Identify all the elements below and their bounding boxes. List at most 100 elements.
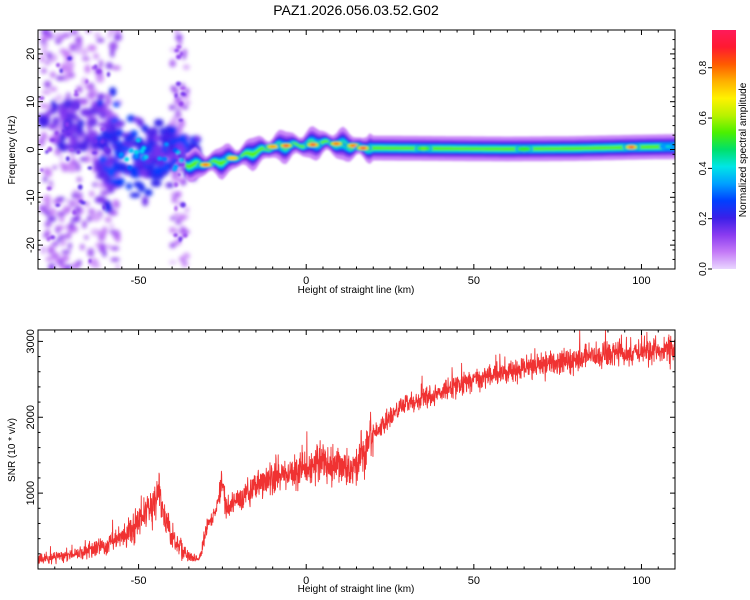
- spectrogram-noise-blob: [99, 139, 105, 145]
- spectrogram-noise-blob: [114, 30, 122, 33]
- spectrogram-noise-blob: [182, 252, 191, 260]
- spectrogram-band-dot: [172, 147, 178, 153]
- snr-data-point: [423, 398, 424, 399]
- spectrogram-noise-blob: [179, 86, 186, 91]
- spectrogram-noise-blob: [105, 96, 112, 106]
- spectrogram-noise-blob: [177, 177, 184, 183]
- spectrogram-noise-blob: [76, 162, 81, 172]
- spectrogram-noise-blob: [170, 191, 176, 198]
- snr-data-point: [389, 417, 390, 418]
- colorbar-tick-label: 0.4: [698, 161, 709, 175]
- snr-x-ticks: -50 0 50 100: [54, 330, 676, 587]
- colorbar-tick-label: 0.8: [698, 60, 709, 74]
- spectrogram-noise-blob: [91, 65, 96, 70]
- spectrogram-noise-blob: [112, 229, 121, 239]
- spectrogram-band-blob: [193, 135, 201, 142]
- spectrogram-noise-blob: [175, 220, 182, 225]
- spectrogram-noise-blob: [69, 199, 76, 208]
- spectrogram-noise-blob: [74, 89, 78, 93]
- spectrogram-noise-blob: [109, 223, 115, 229]
- snr-data-point: [198, 558, 199, 559]
- spectrogram-noise-blob: [76, 149, 81, 155]
- spectrogram-y-ticks: 20 10 0 -10 -20: [25, 29, 675, 270]
- spectrogram-noise-blob: [49, 71, 56, 78]
- spectrogram-noise-blob: [182, 93, 187, 97]
- snr-data-point: [255, 485, 256, 486]
- spectrogram-noise-blob: [52, 96, 63, 102]
- spectrogram-band-blob: [159, 127, 167, 135]
- spectrogram-noise-blob: [104, 216, 112, 223]
- spectrogram-band-blob: [152, 166, 163, 176]
- snr-data-point: [306, 467, 307, 468]
- spectrogram-noise-blob: [75, 49, 81, 55]
- snr-data-point: [192, 557, 193, 558]
- spectrogram-noise-blob: [41, 35, 49, 41]
- snr-data-point: [138, 520, 139, 521]
- snr-data-point: [71, 554, 72, 555]
- spectrogram-band-blob: [112, 101, 121, 108]
- snr-x-tick-label: 0: [303, 575, 309, 587]
- snr-data-point: [456, 386, 457, 387]
- snr-data-point: [299, 470, 300, 471]
- spectrogram-band-blob: [167, 138, 179, 147]
- spectrogram-noise-blob: [79, 243, 85, 251]
- spectrogram-noise-blob: [92, 262, 101, 269]
- spectrogram-band-blob: [160, 169, 170, 176]
- snr-data-point: [406, 403, 407, 404]
- spectrogram-band-dot: [118, 152, 124, 157]
- spectrogram-noise-blob: [56, 211, 66, 218]
- spectrogram-noise-blob: [103, 145, 107, 152]
- spectrogram-noise-blob: [45, 257, 50, 262]
- spectrogram-noise-blob: [81, 56, 91, 62]
- spectrogram-noise-blob: [69, 163, 76, 172]
- snr-data-point: [115, 540, 116, 541]
- snr-y-tick-label: 1000: [25, 481, 37, 505]
- colorbar-tick-label: 0.0: [698, 262, 709, 276]
- spectrogram-noise-blob: [177, 172, 181, 177]
- snr-data-point: [316, 464, 317, 465]
- snr-data-point: [373, 433, 374, 434]
- snr-data-point: [524, 368, 525, 369]
- spectrogram-band-blob: [108, 167, 116, 177]
- spectrogram-peak: [229, 157, 236, 160]
- snr-y-tick-label: 2000: [25, 405, 37, 429]
- spectrogram-noise-blob: [78, 98, 89, 106]
- spectrogram-noise-blob: [65, 132, 72, 136]
- spectrogram-noise-blob: [59, 240, 65, 247]
- spectrogram-noise-blob: [51, 116, 60, 127]
- snr-data-point: [289, 471, 290, 472]
- spectrogram-noise-blob: [84, 155, 91, 163]
- spectrogram-band-dot: [139, 149, 145, 154]
- spectrogram-noise-blob: [70, 216, 80, 222]
- spectrogram-noise-blob: [179, 214, 186, 222]
- spectrogram-noise-blob: [96, 69, 102, 74]
- spectrogram-noise-blob: [76, 176, 82, 183]
- spectrogram-noise-blob: [169, 226, 176, 234]
- spectrogram-noise-blob: [178, 101, 184, 107]
- snr-data-point: [383, 424, 384, 425]
- spectrogram-noise-blob: [49, 207, 57, 216]
- spectrogram-noise-blob: [44, 229, 51, 239]
- spectrogram-noise-blob: [44, 170, 53, 178]
- snr-data-point: [641, 351, 642, 352]
- spectrogram-noise-blob: [70, 30, 79, 36]
- snr-data-point: [185, 553, 186, 554]
- spectrogram-noise-blob: [55, 256, 60, 264]
- spectrogram-band-blob: [94, 196, 107, 204]
- spectrogram-noise-blob: [56, 196, 66, 201]
- spectrogram-noise-blob: [97, 229, 103, 236]
- spectrogram-noise-blob: [82, 220, 87, 229]
- spectrogram-band-blob: [141, 124, 149, 133]
- snr-data-point: [607, 354, 608, 355]
- spectrogram-band-blob: [108, 186, 115, 194]
- snr-data-point: [54, 556, 55, 557]
- spectrogram-noise-blob: [47, 216, 57, 222]
- spectrogram-band-blob: [94, 163, 104, 173]
- snr-data-point: [161, 511, 162, 512]
- spectrogram-noise-blob: [79, 157, 88, 162]
- spectrogram-noise-blob: [81, 48, 88, 57]
- spectrogram-noise-blob: [108, 41, 118, 51]
- snr-x-tick-label: 100: [632, 575, 650, 587]
- spectrogram-band-blob: [141, 196, 149, 207]
